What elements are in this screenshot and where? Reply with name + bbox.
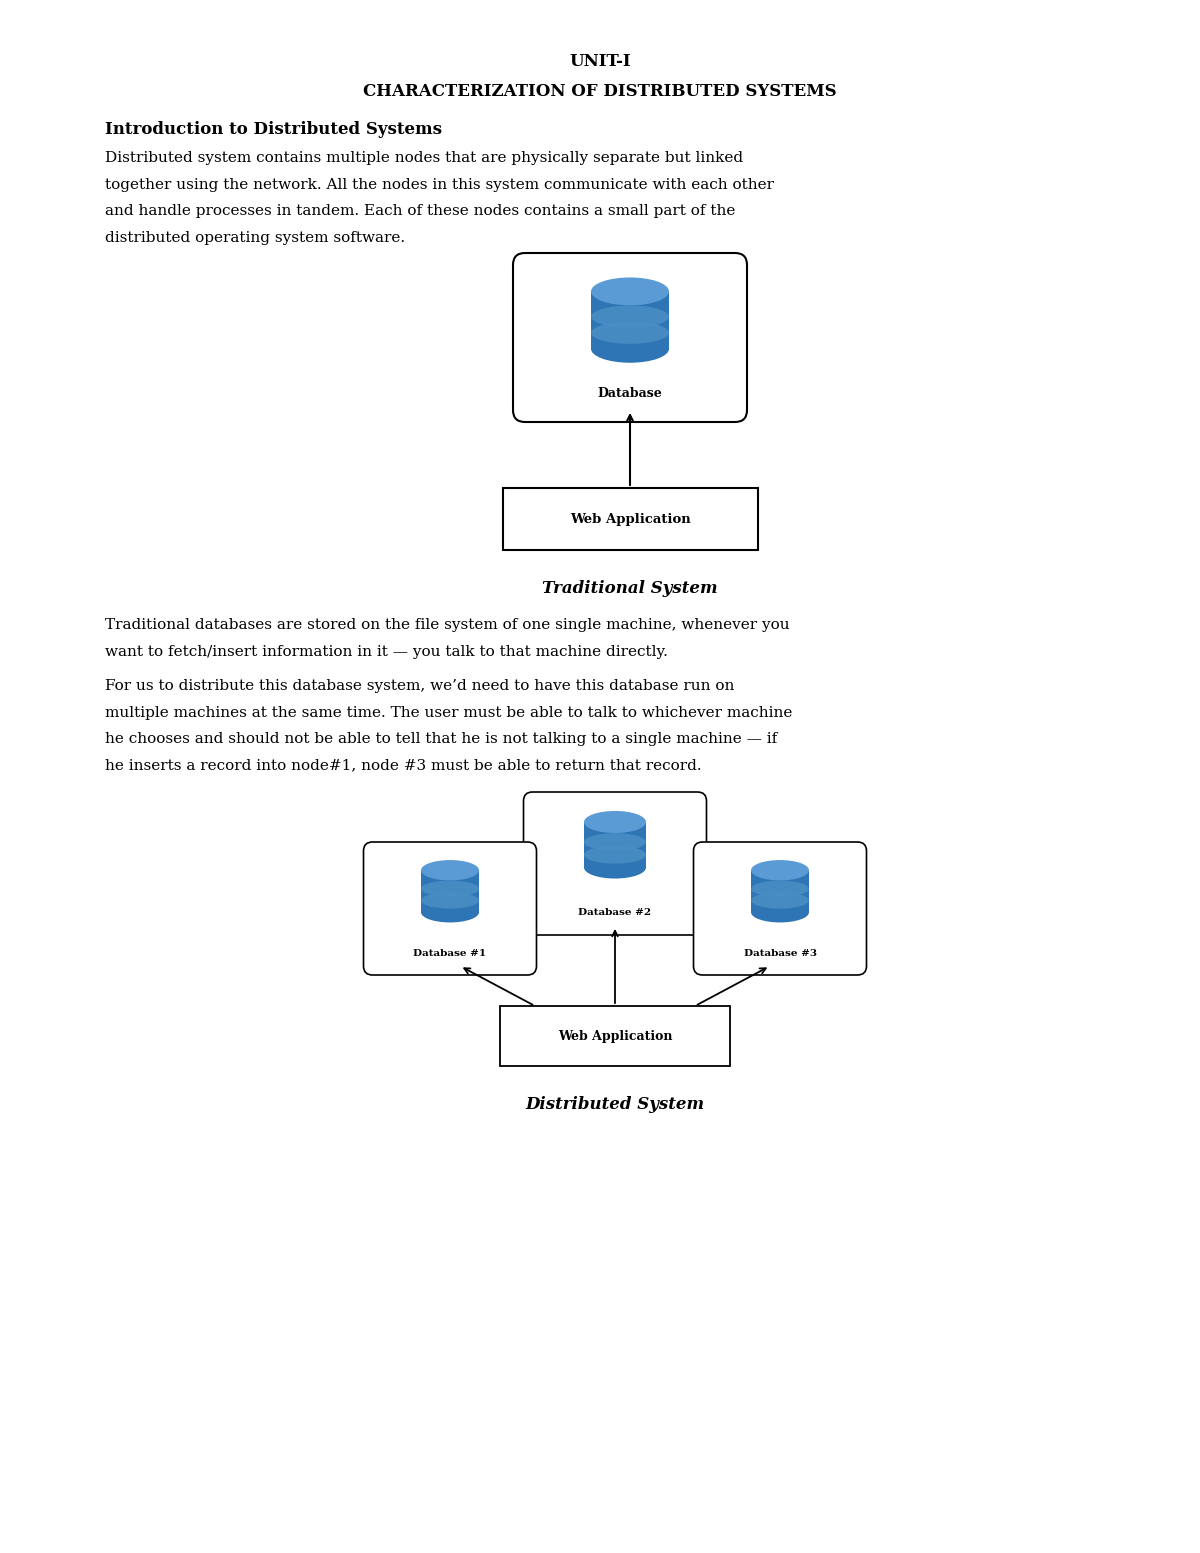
Text: Database #1: Database #1	[414, 949, 486, 958]
Bar	[421, 870, 479, 912]
Bar	[751, 870, 809, 912]
Ellipse shape	[584, 832, 646, 851]
Text: and handle processes in tandem. Each of these nodes contains a small part of the: and handle processes in tandem. Each of …	[106, 203, 736, 217]
Text: Introduction to Distributed Systems: Introduction to Distributed Systems	[106, 121, 442, 138]
Text: For us to distribute this database system, we’d need to have this database run o: For us to distribute this database syste…	[106, 679, 734, 693]
Text: want to fetch/insert information in it — you talk to that machine directly.: want to fetch/insert information in it —…	[106, 644, 668, 658]
Ellipse shape	[592, 335, 670, 363]
Text: UNIT-I: UNIT-I	[569, 53, 631, 70]
Text: Traditional databases are stored on the file system of one single machine, whene: Traditional databases are stored on the …	[106, 618, 790, 632]
Text: CHARACTERIZATION OF DISTRIBUTED SYSTEMS: CHARACTERIZATION OF DISTRIBUTED SYSTEMS	[364, 82, 836, 99]
Text: he inserts a record into node#1, node #3 must be able to return that record.: he inserts a record into node#1, node #3…	[106, 758, 702, 772]
Text: Database: Database	[598, 387, 662, 399]
Text: Distributed System: Distributed System	[526, 1096, 704, 1114]
Ellipse shape	[584, 856, 646, 879]
Text: together using the network. All the nodes in this system communicate with each o: together using the network. All the node…	[106, 177, 774, 191]
FancyBboxPatch shape	[694, 842, 866, 975]
Ellipse shape	[421, 881, 479, 898]
Ellipse shape	[751, 902, 809, 922]
Text: Web Application: Web Application	[558, 1030, 672, 1042]
Ellipse shape	[421, 893, 479, 909]
Ellipse shape	[592, 321, 670, 343]
Text: Database #2: Database #2	[578, 907, 652, 916]
Bar	[500, 1006, 730, 1065]
Ellipse shape	[584, 811, 646, 832]
Bar	[584, 822, 646, 868]
Text: Database #3: Database #3	[744, 949, 816, 958]
Ellipse shape	[751, 893, 809, 909]
Text: Traditional System: Traditional System	[542, 579, 718, 596]
Text: Distributed system contains multiple nodes that are physically separate but link: Distributed system contains multiple nod…	[106, 151, 743, 165]
Bar	[503, 488, 757, 550]
Text: he chooses and should not be able to tell that he is not talking to a single mac: he chooses and should not be able to tel…	[106, 731, 778, 745]
FancyBboxPatch shape	[514, 253, 746, 422]
Ellipse shape	[751, 860, 809, 881]
FancyBboxPatch shape	[523, 792, 707, 935]
Bar	[592, 292, 670, 349]
Text: Web Application: Web Application	[570, 512, 690, 525]
Ellipse shape	[421, 860, 479, 881]
Text: multiple machines at the same time. The user must be able to talk to whichever m: multiple machines at the same time. The …	[106, 705, 792, 719]
Ellipse shape	[592, 278, 670, 306]
FancyBboxPatch shape	[364, 842, 536, 975]
Ellipse shape	[421, 902, 479, 922]
Ellipse shape	[584, 846, 646, 863]
Ellipse shape	[751, 881, 809, 898]
Ellipse shape	[592, 306, 670, 328]
Text: distributed operating system software.: distributed operating system software.	[106, 230, 406, 244]
